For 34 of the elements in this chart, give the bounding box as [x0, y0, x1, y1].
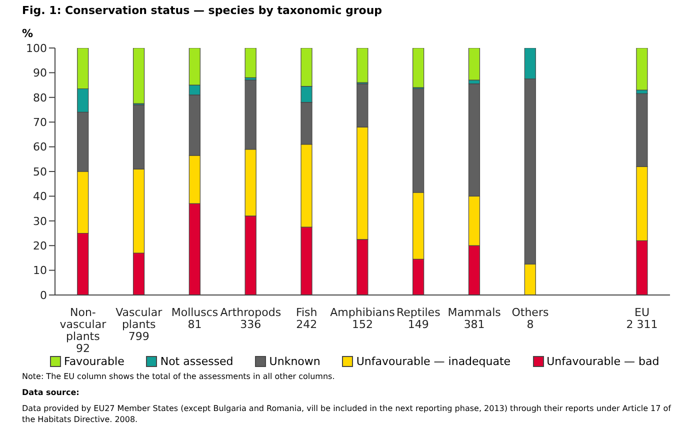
x-tick-label: Amphibians 152	[330, 306, 396, 331]
x-tick-label: Mammals 381	[448, 306, 502, 331]
source-note: Data source:	[22, 387, 80, 398]
text: Note: The EU column shows the total of the assessments in all other columns.	[22, 371, 336, 382]
y-tick-label: 80	[33, 91, 47, 104]
y-tick-label: 60	[33, 140, 47, 154]
legend-label: Favourable	[63, 355, 124, 368]
x-tick-label: Vascular plants 799	[116, 306, 163, 343]
chart-title: Fig. 1: Conservation status — species by taxonomic group	[21, 3, 384, 17]
y-tick-label: 50	[33, 165, 47, 178]
y-tick-label: 10	[33, 264, 47, 278]
y-tick-label: 20	[33, 240, 47, 253]
legend-label: Not assessed	[159, 355, 234, 368]
text: Data provided by EU27 Member States (except Bulgaria and Romania, vill be included in the next reporting phase, 2013) through their reports under Article 17 of the Habitats Directive. 2008.	[22, 403, 672, 425]
y-axis-title: %	[21, 26, 34, 40]
legend-label: Unknown	[268, 355, 320, 368]
bar	[636, 48, 648, 90]
bar	[244, 48, 256, 78]
y-tick-label: 30	[33, 214, 47, 228]
y-tick-label: 0	[40, 288, 47, 302]
x-tick-label: Others 8	[512, 306, 549, 331]
x-tick-label: Molluscs 81	[171, 306, 218, 331]
legend-label: Unfavourable — bad	[546, 355, 660, 368]
bar	[468, 48, 480, 80]
x-tick-label: Fish 242	[296, 306, 318, 331]
legend-label: Unfavourable — inadequate	[355, 355, 511, 368]
x-tick-label: Reptiles 149	[396, 306, 441, 331]
x-tick-label: Non- vascular plants 92	[60, 306, 107, 355]
x-tick-label: Arthropods 336	[220, 306, 282, 331]
y-tick-label: 40	[33, 190, 47, 204]
y-tick-label: 70	[33, 116, 47, 130]
y-tick-label: 100	[26, 42, 47, 55]
x-tick-label: EU 2 311	[626, 306, 658, 331]
y-tick-label: 90	[33, 66, 47, 80]
